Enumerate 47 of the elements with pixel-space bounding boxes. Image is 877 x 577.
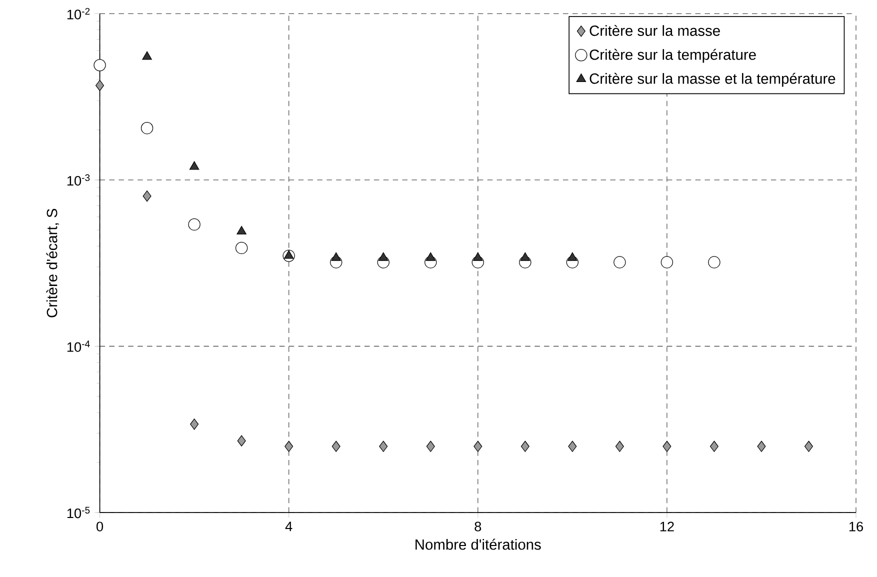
point (235, 242, 248, 254)
point (426, 252, 436, 262)
point (474, 440, 482, 452)
x-tick-label: 4 (285, 522, 292, 532)
point (757, 440, 766, 452)
y-tick-label: 10$^{-5}$ (67, 507, 90, 518)
point (188, 218, 200, 231)
point (331, 252, 341, 262)
point (662, 440, 672, 452)
point (140, 122, 154, 134)
point (568, 440, 577, 452)
point (237, 435, 246, 447)
point (189, 161, 200, 170)
x-tick-label: 16 (849, 522, 863, 532)
x-tick-label: 0 (96, 522, 104, 532)
point (660, 256, 674, 269)
point (96, 80, 104, 92)
y-tick-label: 10$^{-3}$ (67, 174, 90, 186)
point (708, 256, 720, 269)
y-tick-label: 10$^{-2}$ (67, 8, 90, 20)
point (284, 250, 294, 259)
point (236, 226, 246, 235)
legend-label: Critère sur la masse et la température (590, 73, 836, 87)
point (190, 418, 199, 430)
point (520, 252, 530, 262)
legend-label: Critère sur la masse (590, 25, 720, 36)
point (614, 256, 626, 269)
point (426, 440, 435, 452)
point (142, 51, 152, 60)
point (568, 252, 578, 262)
point (378, 252, 388, 262)
point (710, 440, 718, 452)
y-axis-title: Critère d'écart, S (46, 209, 59, 318)
point (379, 440, 388, 452)
x-tick-label: 8 (474, 522, 482, 532)
point (284, 440, 294, 452)
x-axis-title: Nombre d'itérations (416, 538, 541, 550)
point (615, 440, 624, 452)
point (804, 440, 813, 452)
point (142, 190, 152, 202)
point (332, 440, 340, 452)
point (473, 252, 483, 262)
x-tick-label: 12 (660, 522, 674, 532)
point (520, 440, 530, 452)
legend-label: Critère sur la température (590, 49, 756, 63)
point (94, 59, 106, 72)
y-tick-label: 10$^{-4}$ (67, 340, 90, 352)
